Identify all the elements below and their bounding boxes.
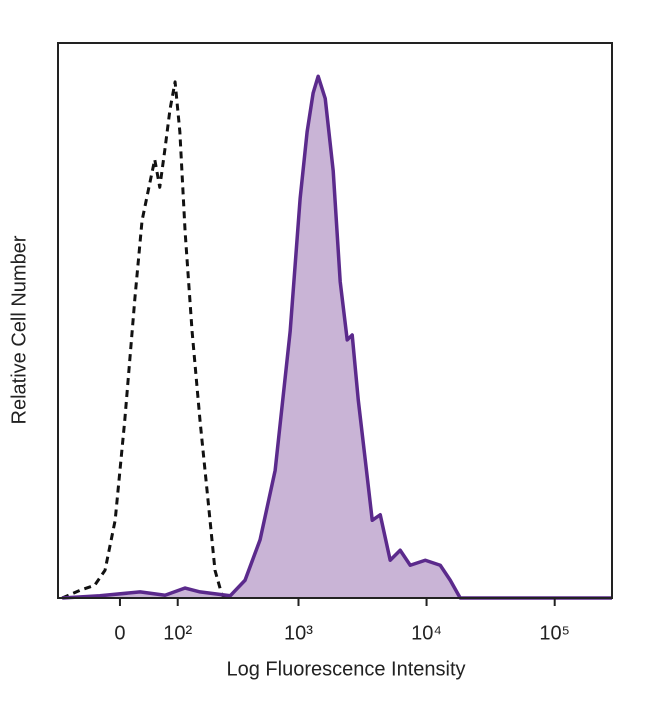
histogram-area xyxy=(62,76,613,599)
y-axis-label: Relative Cell Number xyxy=(8,235,30,424)
histogram-line xyxy=(62,74,612,600)
x-tick-label: 10² xyxy=(163,622,192,644)
x-tick-label: 10⁴ xyxy=(411,622,442,644)
plot-frame xyxy=(57,42,613,599)
x-tick-label: 10⁵ xyxy=(539,622,570,644)
x-tick-label: 10³ xyxy=(284,622,313,644)
histogram-line xyxy=(61,80,231,600)
x-tick-label: 0 xyxy=(114,622,125,644)
x-axis-label: Log Fluorescence Intensity xyxy=(226,658,465,680)
